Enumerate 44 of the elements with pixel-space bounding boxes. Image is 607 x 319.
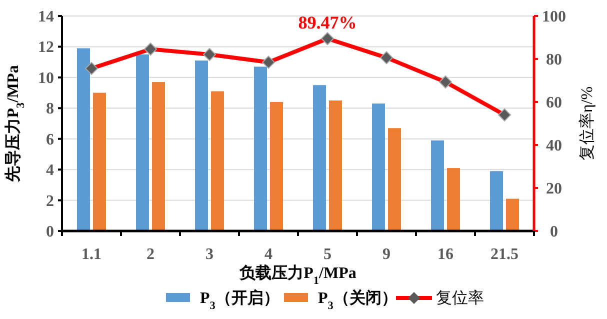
y2-tick-label: 20 xyxy=(546,180,562,198)
annotation: 89.47% xyxy=(298,12,357,33)
y-tick-label: 0 xyxy=(46,224,54,240)
bar xyxy=(447,168,460,231)
x-tick-label: 5 xyxy=(324,246,332,263)
bar xyxy=(372,104,385,231)
legend-label: P$_{3}$（开启） xyxy=(200,288,280,312)
bar xyxy=(152,82,165,231)
y2-axis-title: 复位率η/% xyxy=(578,86,596,161)
y2-tick-label: 40 xyxy=(546,138,562,154)
y2-tick-label: 100 xyxy=(542,8,566,26)
y-tick-label: 6 xyxy=(46,131,54,148)
y-tick-label: 2 xyxy=(46,192,54,210)
x-tick-label: 9 xyxy=(382,246,390,263)
bar xyxy=(254,66,267,231)
y-tick-label: 12 xyxy=(38,39,54,56)
bar xyxy=(77,48,90,231)
y2-tick-label: 80 xyxy=(546,52,562,68)
legend-label: 复位率 xyxy=(436,289,484,307)
y-tick-label: 14 xyxy=(38,8,54,26)
x-tick-label: 3 xyxy=(206,246,214,263)
bar xyxy=(270,102,283,231)
bar xyxy=(388,128,401,231)
bar xyxy=(313,85,326,231)
bar xyxy=(211,91,224,231)
bar xyxy=(93,92,106,231)
bar xyxy=(490,171,503,231)
bar xyxy=(136,54,149,231)
x-tick-label: 1.1 xyxy=(82,246,102,263)
x-tick-label: 21.5 xyxy=(490,246,518,263)
y2-tick-label: 0 xyxy=(550,224,558,240)
bar xyxy=(506,198,519,231)
x-tick-label: 16 xyxy=(438,246,454,263)
y-tick-label: 4 xyxy=(46,162,54,180)
bar xyxy=(195,60,208,231)
x-tick-label: 2 xyxy=(146,246,154,263)
legend-label: P$_{3}$（关闭） xyxy=(318,289,398,312)
x-axis-title: 负载压力P$_{1}$/MPa xyxy=(238,264,356,287)
y2-tick-label: 60 xyxy=(546,94,562,112)
y-tick-label: 10 xyxy=(38,70,54,87)
y-tick-label: 8 xyxy=(46,100,54,118)
bar xyxy=(329,100,342,231)
x-tick-label: 4 xyxy=(264,246,272,263)
bar xyxy=(431,140,444,231)
